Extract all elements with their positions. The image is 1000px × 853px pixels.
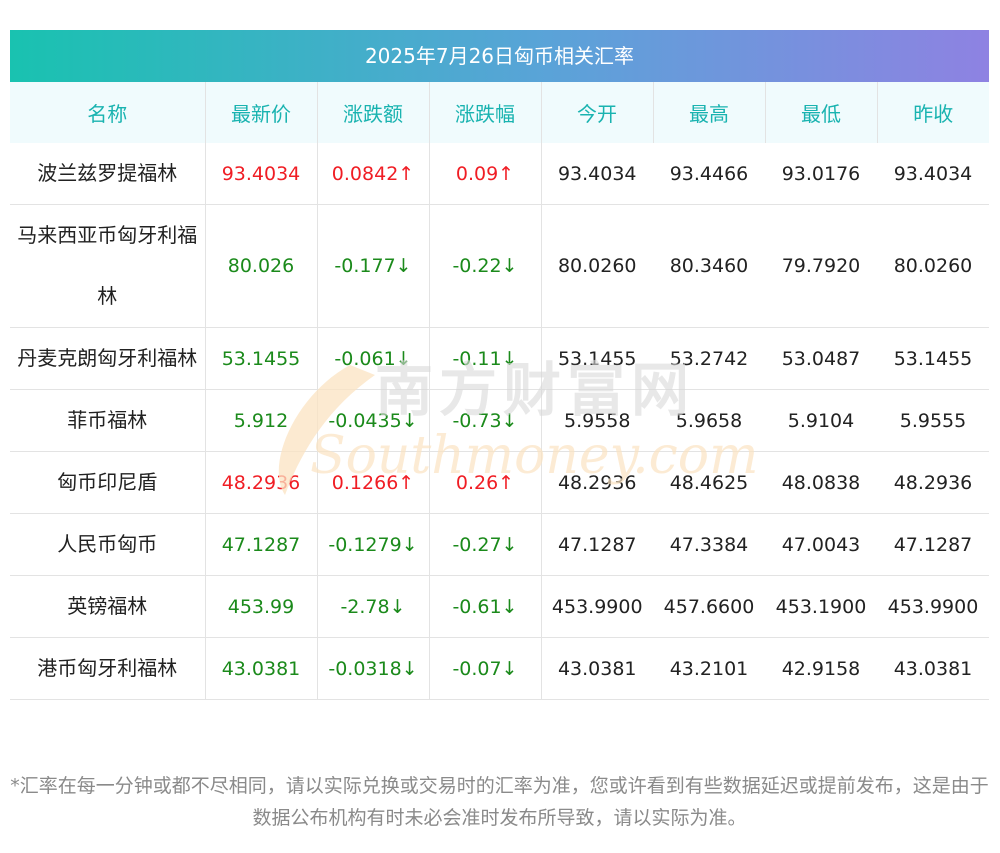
table-header-row: 名称 最新价 涨跌额 涨跌幅 今开 最高 最低 昨收 xyxy=(10,82,989,143)
currency-pair-name: 马来西亚币匈牙利福林 xyxy=(10,204,206,328)
table-row: 英镑福林 453.99 -2.78↓ -0.61↓ 453.9900 457.6600 45… xyxy=(10,575,989,638)
cell-latest: 93.4034 xyxy=(205,143,318,205)
cell-low: 5.9104 xyxy=(765,389,877,452)
cell-open: 453.9900 xyxy=(541,575,653,638)
table-row: 菲币福林 5.912 -0.0435↓ -0.73↓ 5.9558 5.9658 5.910… xyxy=(10,389,989,452)
cell-latest: 48.2936 xyxy=(205,451,318,514)
column-header-latest: 最新价 xyxy=(205,82,318,143)
cell-low: 93.0176 xyxy=(765,143,877,205)
cell-latest: 80.026 xyxy=(205,204,318,328)
cell-high: 457.6600 xyxy=(653,575,765,638)
currency-pair-name: 英镑福林 xyxy=(10,575,206,638)
cell-prev: 93.4034 xyxy=(877,143,989,205)
currency-pair-name: 丹麦克朗匈牙利福林 xyxy=(10,327,206,390)
cell-prev: 453.9900 xyxy=(877,575,989,638)
cell-pct: -0.27↓ xyxy=(429,513,542,576)
cell-high: 93.4466 xyxy=(653,143,765,205)
cell-prev: 5.9555 xyxy=(877,389,989,452)
cell-open: 43.0381 xyxy=(541,637,653,700)
cell-pct: -0.11↓ xyxy=(429,327,542,390)
table-row: 波兰兹罗提福林 93.4034 0.0842↑ 0.09↑ 93.4034 93.4466… xyxy=(10,143,989,205)
cell-high: 47.3384 xyxy=(653,513,765,576)
cell-low: 53.0487 xyxy=(765,327,877,390)
currency-pair-name: 波兰兹罗提福林 xyxy=(10,143,206,205)
cell-low: 47.0043 xyxy=(765,513,877,576)
cell-pct: -0.73↓ xyxy=(429,389,542,452)
rate-table: 名称 最新价 涨跌额 涨跌幅 今开 最高 最低 昨收 波兰兹罗提福林 93.403… xyxy=(10,82,989,700)
cell-prev: 53.1455 xyxy=(877,327,989,390)
cell-open: 47.1287 xyxy=(541,513,653,576)
cell-high: 80.3460 xyxy=(653,204,765,328)
cell-low: 453.1900 xyxy=(765,575,877,638)
cell-latest: 47.1287 xyxy=(205,513,318,576)
column-header-name: 名称 xyxy=(10,82,206,143)
cell-pct: 0.26↑ xyxy=(429,451,542,514)
cell-low: 79.7920 xyxy=(765,204,877,328)
cell-pct: -0.22↓ xyxy=(429,204,542,328)
column-header-open: 今开 xyxy=(541,82,654,143)
column-header-pct: 涨跌幅 xyxy=(429,82,542,143)
table-row: 马来西亚币匈牙利福林 80.026 -0.177↓ -0.22↓ 80.0260 80.3… xyxy=(10,204,989,328)
cell-change: -0.0435↓ xyxy=(317,389,430,452)
table-row: 人民币匈币 47.1287 -0.1279↓ -0.27↓ 47.1287 47.3384… xyxy=(10,513,989,576)
disclaimer-note: *汇率在每一分钟或都不尽相同，请以实际兑换或交易时的汇率为准，您或许看到有些数据… xyxy=(10,775,989,829)
cell-change: -0.1279↓ xyxy=(317,513,430,576)
cell-low: 48.0838 xyxy=(765,451,877,514)
cell-change: -0.0318↓ xyxy=(317,637,430,700)
currency-pair-name: 菲币福林 xyxy=(10,389,206,452)
cell-pct: -0.61↓ xyxy=(429,575,542,638)
cell-high: 53.2742 xyxy=(653,327,765,390)
cell-open: 5.9558 xyxy=(541,389,653,452)
cell-latest: 53.1455 xyxy=(205,327,318,390)
cell-change: -0.061↓ xyxy=(317,327,430,390)
table-row: 匈币印尼盾 48.2936 0.1266↑ 0.26↑ 48.2936 48.4625 48… xyxy=(10,451,989,514)
cell-change: -2.78↓ xyxy=(317,575,430,638)
rate-panel: 2025年7月26日匈币相关汇率 名称 最新价 涨跌额 涨跌幅 今开 最高 最低… xyxy=(10,30,989,700)
cell-change: -0.177↓ xyxy=(317,204,430,328)
table-row: 港币匈牙利福林 43.0381 -0.0318↓ -0.07↓ 43.0381 43.21… xyxy=(10,637,989,700)
cell-pct: 0.09↑ xyxy=(429,143,542,205)
cell-high: 43.2101 xyxy=(653,637,765,700)
cell-prev: 47.1287 xyxy=(877,513,989,576)
cell-latest: 43.0381 xyxy=(205,637,318,700)
column-header-low: 最低 xyxy=(765,82,878,143)
cell-latest: 5.912 xyxy=(205,389,318,452)
cell-latest: 453.99 xyxy=(205,575,318,638)
cell-pct: -0.07↓ xyxy=(429,637,542,700)
column-header-change: 涨跌额 xyxy=(317,82,430,143)
cell-open: 80.0260 xyxy=(541,204,653,328)
currency-pair-name: 匈币印尼盾 xyxy=(10,451,206,514)
column-header-high: 最高 xyxy=(653,82,766,143)
currency-pair-name: 港币匈牙利福林 xyxy=(10,637,206,700)
cell-prev: 43.0381 xyxy=(877,637,989,700)
cell-high: 5.9658 xyxy=(653,389,765,452)
cell-change: 0.0842↑ xyxy=(317,143,430,205)
cell-open: 48.2936 xyxy=(541,451,653,514)
cell-change: 0.1266↑ xyxy=(317,451,430,514)
currency-pair-name: 人民币匈币 xyxy=(10,513,206,576)
table-row: 丹麦克朗匈牙利福林 53.1455 -0.061↓ -0.11↓ 53.1455 53.2… xyxy=(10,327,989,390)
cell-open: 53.1455 xyxy=(541,327,653,390)
page-title: 2025年7月26日匈币相关汇率 xyxy=(10,30,989,82)
cell-low: 42.9158 xyxy=(765,637,877,700)
cell-high: 48.4625 xyxy=(653,451,765,514)
cell-prev: 48.2936 xyxy=(877,451,989,514)
cell-prev: 80.0260 xyxy=(877,204,989,328)
cell-open: 93.4034 xyxy=(541,143,653,205)
column-header-prev: 昨收 xyxy=(877,82,989,143)
